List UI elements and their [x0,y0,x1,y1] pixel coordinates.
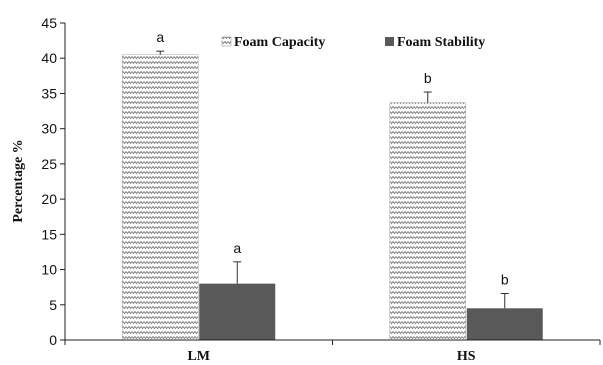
y-axis-title: Percentage % [11,139,26,222]
y-tick-label: 15 [41,226,57,242]
y-axis: 0 5 10 15 20 25 30 35 40 45 [41,15,65,348]
x-axis: LM HS [187,349,475,364]
y-tick-label: 10 [41,262,57,278]
axes [64,23,601,345]
y-tick-label: 20 [41,191,57,207]
significance-label: b [501,272,509,288]
legend-label: Foam Stability [397,35,485,50]
bar-foam-stability-hs [466,308,543,340]
significance-label: b [424,70,432,86]
y-tick-label: 30 [41,121,57,137]
legend: Foam Capacity Foam Stability [221,35,485,50]
y-tick-label: 45 [41,15,57,31]
significance-label: a [233,240,241,256]
x-tick-label: HS [457,349,476,364]
y-tick-label: 5 [49,297,57,313]
y-tick-label: 25 [41,156,57,172]
significance-label: a [156,29,164,45]
bar-foam-stability-lm [199,283,276,340]
legend-swatch [221,36,232,47]
y-tick-label: 40 [41,50,57,66]
legend-swatch [385,37,394,46]
bars: a a b b [122,29,543,341]
x-tick-label: LM [187,349,210,364]
legend-label: Foam Capacity [234,35,325,50]
y-tick-label: 35 [41,85,57,101]
y-tick-label: 0 [49,332,57,348]
bar-foam-capacity-lm [122,54,199,341]
bar-foam-capacity-hs [389,102,466,341]
